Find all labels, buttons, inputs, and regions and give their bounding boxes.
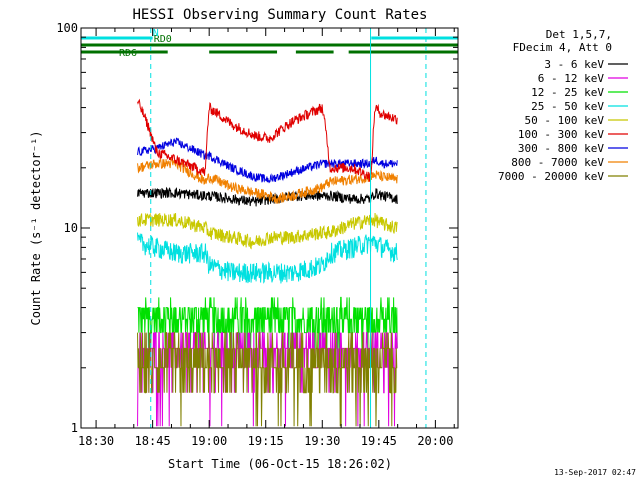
legend-entry-label: 3 - 6 keV [544, 58, 604, 71]
series-line-2 [137, 296, 398, 368]
x-tick-label: 18:30 [78, 434, 114, 448]
series-traces [137, 98, 398, 427]
footer-timestamp: 13-Sep-2017 02:47 [554, 468, 636, 477]
legend-entry-label: 25 - 50 keV [531, 100, 604, 113]
series-line-3 [137, 232, 398, 284]
chart-title: HESSI Observing Summary Count Rates [132, 7, 427, 23]
x-tick-label: 19:15 [248, 434, 284, 448]
legend-entry-label: 7000 - 20000 keV [498, 170, 604, 183]
x-tick-label: 18:45 [135, 434, 171, 448]
y-axis-label: Count Rate (s⁻¹ detector⁻¹) [29, 130, 43, 325]
x-axis-ticks: 18:30 18:45 19:00 19:15 19:30 19:45 20:00 [78, 28, 455, 448]
legend-entry-label: 100 - 300 keV [518, 128, 604, 141]
series-line-7 [137, 157, 398, 204]
y-tick-label: 1 [71, 421, 78, 435]
series-line-8 [137, 332, 398, 427]
series-line-6 [137, 137, 398, 184]
legend-entry-label: 6 - 12 keV [538, 72, 605, 85]
legend-entry-label: 50 - 100 keV [525, 114, 605, 127]
x-tick-label: 20:00 [417, 434, 453, 448]
flag-label-rd6: RD6 [119, 48, 137, 59]
legend-entry-label: 12 - 25 keV [531, 86, 604, 99]
legend-header: Det 1,5,7, [546, 28, 612, 41]
flag-label-rd0: RD0 [154, 34, 172, 45]
x-tick-label: 19:45 [361, 434, 397, 448]
y-tick-label: 10 [64, 221, 78, 235]
series-line-5 [137, 98, 398, 182]
x-tick-label: 19:30 [304, 434, 340, 448]
x-axis-label: Start Time (06-Oct-15 18:26:02) [168, 457, 392, 471]
series-line-4 [137, 212, 398, 250]
y-axis-ticks: 1 10 100 [56, 21, 458, 435]
legend-entry-label: 800 - 7000 keV [511, 156, 604, 169]
y-tick-label: 100 [56, 21, 78, 35]
flag-label-n: N [153, 28, 159, 39]
legend-entry-label: 300 - 800 keV [518, 142, 604, 155]
x-tick-label: 19:00 [191, 434, 227, 448]
legend-header: FDecim 4, Att 0 [513, 41, 612, 54]
